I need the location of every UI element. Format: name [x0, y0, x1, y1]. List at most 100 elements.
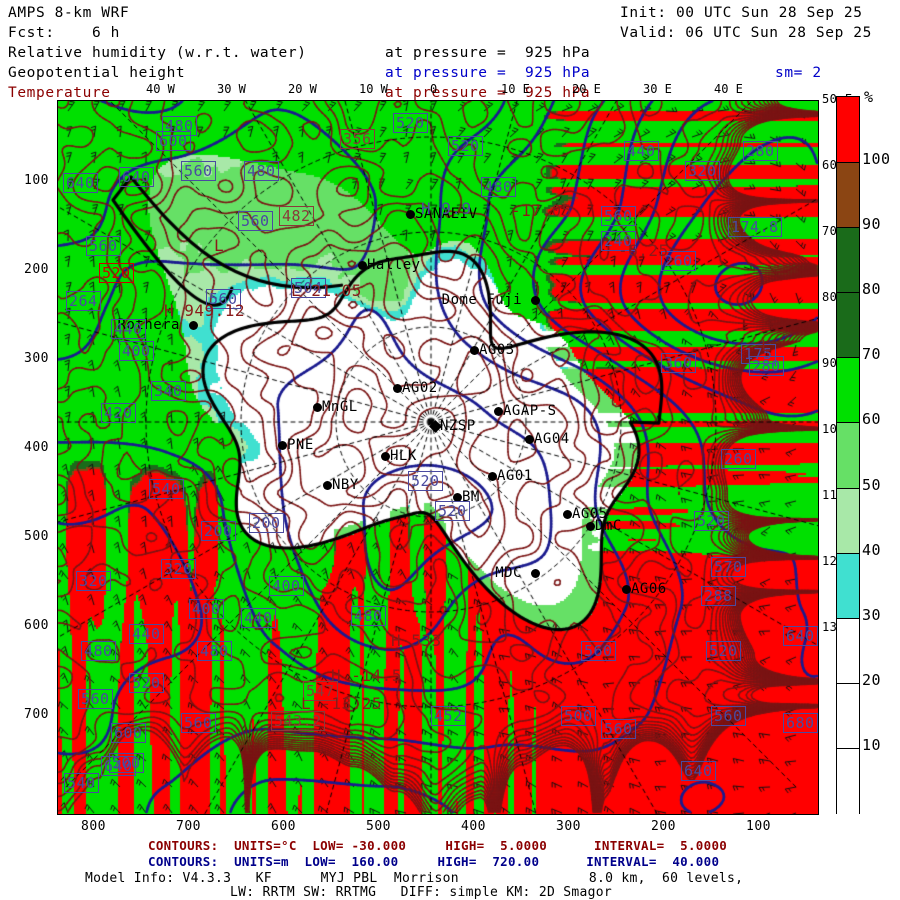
contour-label-500: 500 [561, 706, 596, 726]
y-tick-400: 400 [24, 440, 49, 455]
map-plot-area[interactable]: SANAEIV Halley Dome Fuji AG03 AG02 AGAP-S MnGL… [57, 100, 819, 815]
contour-label-680: 680 [783, 713, 818, 733]
lon-top-30W: 30 W [217, 82, 246, 96]
contour-label-547: 547 [303, 681, 338, 701]
colorbar-tick-40: 40 [862, 540, 882, 559]
contour-label-320: 320 [685, 161, 720, 181]
contour-label-420: 420 [101, 403, 136, 423]
pressure-center-marker: H 533 [391, 631, 442, 650]
colorbar-segment-90 [837, 162, 859, 229]
contour-label-560: 560 [601, 206, 636, 226]
x-tick-300: 300 [556, 819, 581, 834]
x-tick-800: 800 [81, 819, 106, 834]
station-label: AG01 [497, 468, 533, 484]
contour-label-356: 356 [340, 129, 375, 149]
y-tick-300: 300 [24, 351, 49, 366]
y-tick-200: 200 [24, 262, 49, 277]
station-marker-icon [358, 261, 367, 270]
y-tick-700: 700 [24, 707, 49, 722]
station-marker-icon [563, 510, 572, 519]
rh-pressure: at pressure = 925 hPa [385, 45, 591, 61]
weather-field-canvas [58, 101, 818, 814]
contour-label-320: 320 [76, 571, 111, 591]
station-label: AG04 [534, 431, 570, 447]
contour-label-520: 520 [435, 501, 470, 521]
colorbar-segment-100 [837, 97, 859, 163]
contour-label-560: 560 [78, 689, 113, 709]
station-label: PNE [287, 437, 314, 453]
x-tick-600: 600 [271, 819, 296, 834]
colorbar-tick-80: 80 [862, 280, 882, 299]
contour-label-200: 200 [249, 513, 284, 533]
station-label: AG03 [479, 342, 515, 358]
pressure-center-marker: H 9.9 [421, 199, 472, 218]
contour-label-174.8: 174.8 [728, 217, 782, 237]
pressure-center-marker: -17.05 [511, 201, 572, 220]
pressure-center-marker: -6.25 [618, 241, 669, 260]
station-label: NZSP [440, 418, 476, 434]
station-marker-icon [323, 481, 332, 490]
contour-label-264: 264 [66, 291, 101, 311]
pressure-center-marker: H 949.12 [164, 301, 246, 320]
contour-label-640: 640 [783, 626, 818, 646]
temp-pressure: at pressure = 925 hPa [385, 85, 591, 101]
station-marker-icon [622, 585, 631, 594]
contour-label-240: 240 [601, 231, 636, 251]
contour-label-200: 200 [201, 521, 236, 541]
station-marker-icon [488, 472, 497, 481]
contour-label-540: 540 [64, 773, 99, 793]
colorbar-tick-20: 20 [862, 670, 882, 689]
colorbar-tick-50: 50 [862, 475, 882, 494]
smoothing-label: sm= 2 [775, 65, 822, 81]
fcst-value: 6 h [92, 25, 120, 41]
contour-label-520: 520 [408, 471, 443, 491]
fcst-label: Fcst: [8, 25, 55, 41]
gph-contour-info: CONTOURS: UNITS=m LOW= 160.00 HIGH= 720.… [148, 854, 720, 869]
pressure-center-marker: L [761, 336, 772, 355]
lon-top-10W: 10 W [359, 82, 388, 96]
lon-top-20E: 20 E [572, 82, 601, 96]
station-marker-icon [381, 452, 390, 461]
contour-label-400: 400 [189, 599, 224, 619]
contour-label-560: 560 [181, 161, 216, 181]
lon-top-30E: 30 E [643, 82, 672, 96]
contour-label-480: 480 [81, 641, 116, 661]
station-label: DmC [595, 518, 622, 534]
y-tick-500: 500 [24, 529, 49, 544]
station-marker-icon [393, 384, 402, 393]
model-info-line1: Model Info: V4.3.3 KF MYJ PBL Morrison 8… [85, 871, 744, 886]
contour-label-175: 175 [741, 344, 776, 364]
colorbar-segment-0 [837, 747, 859, 814]
contour-label-520: 520 [99, 263, 134, 283]
field-gph-label: Geopotential height [8, 65, 186, 81]
contour-label-540: 540 [149, 479, 184, 499]
contour-label-440: 440 [129, 624, 164, 644]
colorbar-segment-10 [837, 682, 859, 749]
x-tick-700: 700 [176, 819, 201, 834]
station-marker-icon [531, 569, 540, 578]
pressure-center-marker: L 21.05 [291, 281, 362, 300]
contour-label-288: 288 [701, 586, 736, 606]
station-label: AG02 [402, 380, 438, 396]
station-marker-icon [189, 321, 198, 330]
colorbar-tick-10: 10 [862, 735, 882, 754]
lon-top-0: 0 [430, 82, 438, 96]
contour-label-320: 320 [161, 559, 196, 579]
x-tick-200: 200 [651, 819, 676, 834]
colorbar[interactable] [836, 96, 860, 814]
contour-label-640: 640 [681, 761, 716, 781]
contour-label-440: 440 [111, 319, 146, 339]
contour-label-440: 440 [241, 608, 276, 628]
station-marker-icon [470, 346, 479, 355]
lon-top-10E: 10 E [501, 82, 530, 96]
contour-label-480: 480 [351, 606, 386, 626]
contour-label-560: 560 [238, 211, 273, 231]
contour-label-504: 504 [291, 278, 326, 298]
contour-label-560: 560 [711, 706, 746, 726]
colorbar-segment-50 [837, 422, 859, 489]
contour-label-560: 560 [581, 641, 616, 661]
pressure-center-marker: L -13.25 [301, 694, 383, 713]
valid-time: Valid: 06 UTC Sun 28 Sep 25 [620, 25, 872, 41]
contour-label-640: 640 [63, 173, 98, 193]
pressure-center-marker: L [214, 236, 225, 255]
